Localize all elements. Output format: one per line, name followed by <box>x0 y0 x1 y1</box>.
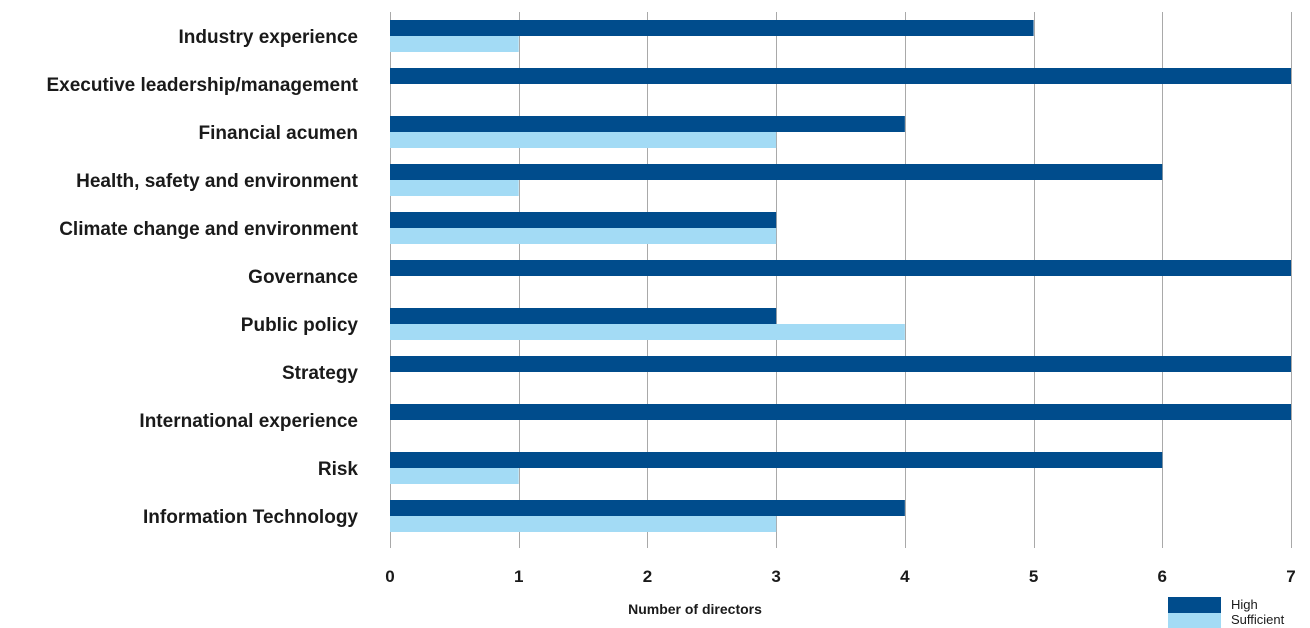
gridlines <box>390 12 1292 548</box>
x-tick-labels: 0 1 2 3 4 5 6 7 <box>385 567 1295 586</box>
legend: High Sufficient <box>1168 597 1285 628</box>
category-label-international-experience: International experience <box>139 411 358 432</box>
category-label-health-safety-and-environment: Health, safety and environment <box>76 171 359 192</box>
bar-sufficient-industry-experience <box>390 36 519 52</box>
category-label-financial-acumen: Financial acumen <box>199 123 358 144</box>
bar-high-health-safety-and-environment <box>390 164 1163 180</box>
x-tick-label-2: 2 <box>643 567 652 586</box>
x-tick-label-3: 3 <box>771 567 780 586</box>
bar-high-financial-acumen <box>390 116 905 132</box>
category-label-information-technology: Information Technology <box>143 507 358 528</box>
category-label-public-policy: Public policy <box>241 315 359 336</box>
x-tick-label-6: 6 <box>1158 567 1167 586</box>
legend-label-high: High <box>1231 597 1258 612</box>
category-label-strategy: Strategy <box>282 363 358 384</box>
bar-sufficient-risk <box>390 468 519 484</box>
bars <box>390 20 1291 532</box>
x-tick-label-0: 0 <box>385 567 394 586</box>
bar-high-public-policy <box>390 308 777 324</box>
bar-high-governance <box>390 260 1291 276</box>
bar-high-executive-leadership-management <box>390 68 1291 84</box>
category-label-climate-change-and-environment: Climate change and environment <box>59 219 358 240</box>
category-labels: Industry experience Executive leadership/… <box>46 27 358 528</box>
bar-high-climate-change-and-environment <box>390 212 777 228</box>
category-label-risk: Risk <box>318 459 359 480</box>
bar-high-risk <box>390 452 1163 468</box>
bar-sufficient-financial-acumen <box>390 132 777 148</box>
legend-swatch-sufficient <box>1168 613 1221 628</box>
bar-sufficient-health-safety-and-environment <box>390 180 519 196</box>
bar-high-industry-experience <box>390 20 1034 36</box>
legend-swatch-high <box>1168 597 1221 613</box>
category-label-industry-experience: Industry experience <box>178 27 358 48</box>
category-label-executive-leadership-management: Executive leadership/management <box>46 75 358 96</box>
x-tick-label-1: 1 <box>514 567 523 586</box>
x-axis-title: Number of directors <box>628 601 762 617</box>
x-tick-label-5: 5 <box>1029 567 1038 586</box>
bar-sufficient-public-policy <box>390 324 905 340</box>
bar-high-information-technology <box>390 500 905 516</box>
category-label-governance: Governance <box>248 267 358 288</box>
x-tick-label-7: 7 <box>1286 567 1295 586</box>
x-tick-label-4: 4 <box>900 567 910 586</box>
bar-high-strategy <box>390 356 1291 372</box>
bar-high-international-experience <box>390 404 1291 420</box>
bar-sufficient-climate-change-and-environment <box>390 228 777 244</box>
legend-label-sufficient: Sufficient <box>1231 612 1285 627</box>
bar-sufficient-information-technology <box>390 516 777 532</box>
